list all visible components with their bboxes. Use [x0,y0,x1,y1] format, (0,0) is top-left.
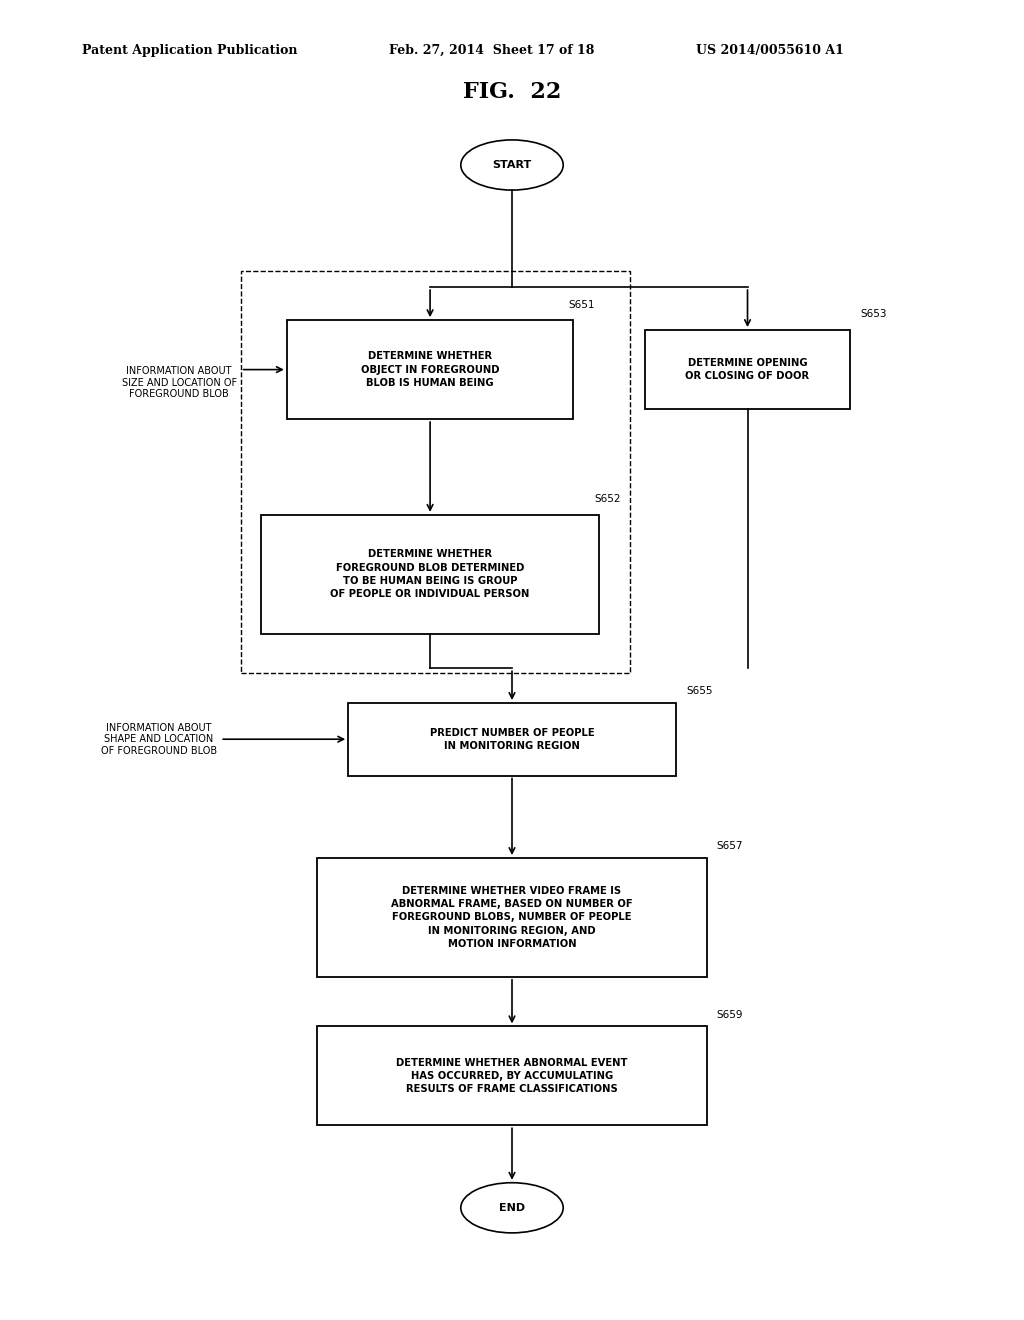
Text: DETERMINE WHETHER ABNORMAL EVENT
HAS OCCURRED, BY ACCUMULATING
RESULTS OF FRAME : DETERMINE WHETHER ABNORMAL EVENT HAS OCC… [396,1057,628,1094]
Text: INFORMATION ABOUT
SIZE AND LOCATION OF
FOREGROUND BLOB: INFORMATION ABOUT SIZE AND LOCATION OF F… [122,366,237,400]
Text: S657: S657 [717,841,743,851]
Text: DETERMINE WHETHER
FOREGROUND BLOB DETERMINED
TO BE HUMAN BEING IS GROUP
OF PEOPL: DETERMINE WHETHER FOREGROUND BLOB DETERM… [331,549,529,599]
Text: US 2014/0055610 A1: US 2014/0055610 A1 [696,44,844,57]
FancyBboxPatch shape [317,858,707,977]
Text: PREDICT NUMBER OF PEOPLE
IN MONITORING REGION: PREDICT NUMBER OF PEOPLE IN MONITORING R… [430,727,594,751]
Text: START: START [493,160,531,170]
FancyBboxPatch shape [261,515,599,634]
Text: DETERMINE WHETHER
OBJECT IN FOREGROUND
BLOB IS HUMAN BEING: DETERMINE WHETHER OBJECT IN FOREGROUND B… [360,351,500,388]
Text: END: END [499,1203,525,1213]
FancyBboxPatch shape [287,321,573,420]
Ellipse shape [461,140,563,190]
FancyBboxPatch shape [317,1027,707,1125]
Text: S653: S653 [860,309,887,319]
Text: INFORMATION ABOUT
SHAPE AND LOCATION
OF FOREGROUND BLOB: INFORMATION ABOUT SHAPE AND LOCATION OF … [100,722,217,756]
Text: DETERMINE OPENING
OR CLOSING OF DOOR: DETERMINE OPENING OR CLOSING OF DOOR [685,358,810,381]
Text: S659: S659 [717,1010,743,1019]
Ellipse shape [461,1183,563,1233]
Text: FIG.  22: FIG. 22 [463,82,561,103]
Text: Patent Application Publication: Patent Application Publication [82,44,297,57]
FancyBboxPatch shape [348,704,676,776]
Text: S651: S651 [568,300,595,310]
FancyBboxPatch shape [645,330,850,409]
Text: DETERMINE WHETHER VIDEO FRAME IS
ABNORMAL FRAME, BASED ON NUMBER OF
FOREGROUND B: DETERMINE WHETHER VIDEO FRAME IS ABNORMA… [391,886,633,949]
Text: S655: S655 [686,686,713,697]
Text: Feb. 27, 2014  Sheet 17 of 18: Feb. 27, 2014 Sheet 17 of 18 [389,44,595,57]
Text: S652: S652 [594,494,621,504]
